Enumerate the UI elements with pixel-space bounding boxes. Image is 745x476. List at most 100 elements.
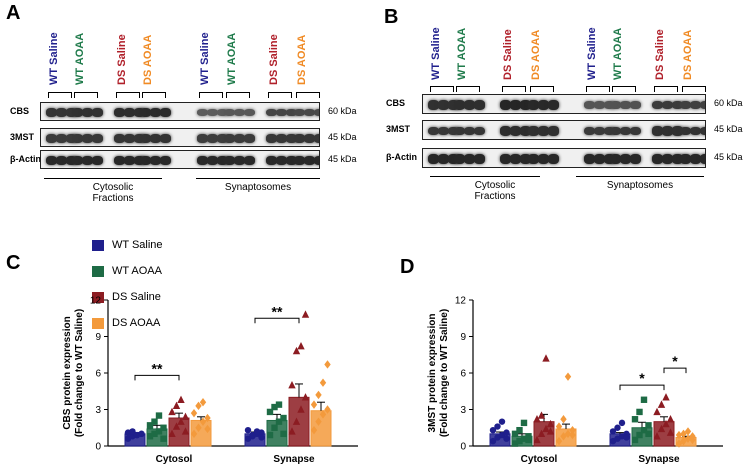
blot-row-label: β-Actin [10, 153, 41, 164]
data-point [172, 401, 181, 410]
lane-bracket [654, 86, 678, 92]
data-point [151, 430, 158, 438]
protein-band [81, 108, 93, 117]
x-category-label: Synapse [638, 454, 680, 465]
protein-band [463, 154, 475, 164]
protein-band [233, 134, 245, 143]
protein-band [689, 100, 701, 110]
y-tick-label: 9 [95, 332, 101, 343]
protein-band [275, 134, 287, 143]
x-category-label: Synapse [273, 454, 315, 465]
data-point [555, 436, 563, 446]
protein-band [583, 101, 595, 109]
data-point [199, 398, 207, 407]
protein-band [473, 100, 485, 110]
lane-label: DS AOAA [682, 29, 694, 80]
protein-band [661, 126, 673, 136]
lane-label: DS Saline [268, 34, 280, 85]
protein-band [689, 154, 701, 164]
y-axis-label-line: 3MST protein expression [427, 314, 438, 433]
legend-label: DS AOAA [112, 317, 161, 329]
protein-band [223, 156, 235, 165]
data-point [525, 436, 532, 444]
group-underline [576, 176, 704, 177]
protein-band [651, 100, 663, 110]
protein-band [216, 134, 228, 143]
data-point [511, 430, 519, 438]
protein-band [547, 126, 559, 136]
protein-band [196, 156, 208, 165]
protein-band [139, 134, 151, 143]
protein-band [91, 156, 103, 165]
lane-label: DS AOAA [296, 34, 308, 85]
data-point [280, 414, 287, 422]
lane-label: WT AOAA [226, 32, 238, 85]
protein-band [629, 154, 641, 164]
legend-item: WT Saline [92, 239, 163, 251]
data-point [172, 422, 181, 430]
protein-band [537, 126, 549, 136]
protein-band [123, 108, 135, 117]
blot-row-label: CBS [10, 105, 30, 116]
data-point [489, 426, 497, 434]
protein-band [303, 134, 315, 143]
protein-band [499, 154, 511, 164]
data-point [168, 407, 176, 416]
data-point [155, 412, 163, 419]
protein-band [91, 108, 103, 117]
data-point [684, 427, 692, 436]
protein-band [123, 156, 135, 165]
group-label-cytosolic: Cytosolic Fractions [440, 180, 550, 202]
data-point [516, 437, 523, 445]
blot-row-label: 3MST [10, 131, 35, 142]
blot-strip [40, 102, 320, 121]
y-tick-label: 12 [90, 296, 102, 307]
data-point [657, 424, 666, 433]
protein-band [679, 126, 691, 136]
blot-strip [40, 128, 320, 147]
protein-band [699, 154, 705, 164]
3mst-bar-chart: 0 3 6 9 12 3MST protein expression(Fold chang… [427, 296, 723, 465]
y-axis-label: CBS protein expression(Fold change to WT… [62, 309, 85, 437]
data-point [324, 405, 331, 414]
protein-band [113, 156, 125, 165]
data-point [675, 430, 683, 440]
protein-band [113, 134, 125, 143]
protein-band [629, 101, 641, 109]
data-point [288, 380, 296, 389]
legend-label: WT AOAA [112, 265, 162, 277]
data-point [292, 346, 301, 355]
protein-band [55, 156, 67, 165]
data-point [520, 419, 528, 427]
data-point [511, 440, 519, 447]
protein-band [593, 126, 605, 136]
data-point [275, 418, 283, 425]
protein-band [447, 126, 459, 136]
protein-band [519, 154, 531, 164]
protein-band [265, 156, 277, 165]
data-point [662, 393, 670, 401]
protein-band [81, 156, 93, 165]
legend-item: WT AOAA [92, 265, 162, 277]
significance-label: * [672, 353, 678, 369]
lane-bracket [48, 92, 72, 98]
data-point [636, 408, 643, 416]
y-tick-label: 6 [460, 369, 466, 380]
protein-band [149, 108, 161, 117]
protein-band [651, 126, 663, 136]
data-point [657, 400, 666, 408]
protein-band [463, 100, 475, 110]
bar [310, 410, 332, 447]
data-point [560, 415, 567, 424]
group-label-cytosolic: Cytosolic Fractions [54, 182, 172, 204]
lane-bracket [296, 92, 320, 98]
legend-swatch [92, 291, 104, 303]
data-point [266, 431, 274, 439]
data-point [498, 418, 506, 425]
x-category-label: Cytosol [521, 454, 558, 465]
protein-band [303, 156, 315, 165]
data-point [542, 354, 550, 362]
protein-band [629, 126, 641, 136]
y-axis-label-line: CBS protein expression [62, 316, 73, 429]
lane-label: WT AOAA [612, 27, 624, 80]
